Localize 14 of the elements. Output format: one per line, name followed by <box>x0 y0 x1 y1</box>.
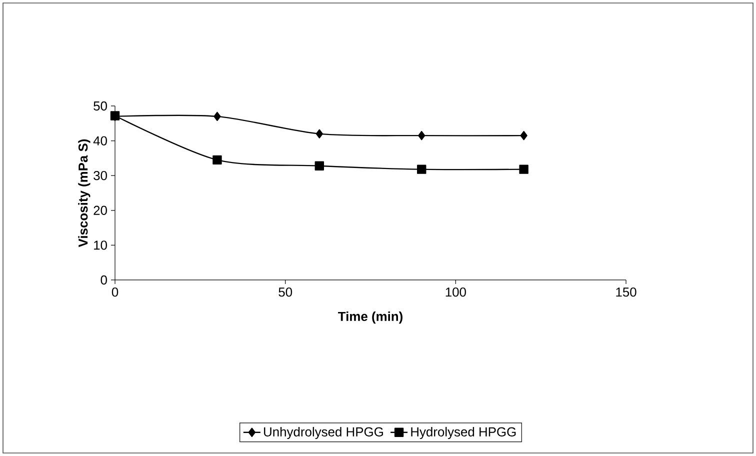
y-tick-label: 0 <box>100 275 107 285</box>
legend-label: Hydrolysed HPGG <box>411 426 516 440</box>
x-tick-label: 150 <box>616 288 636 297</box>
x-tick-label: 100 <box>446 288 466 297</box>
x-tick-label: 50 <box>278 288 292 297</box>
y-tick-label: 10 <box>94 240 107 250</box>
legend-label: Unhydrolysed HPGG <box>264 426 383 440</box>
y-tick-label: 30 <box>94 171 107 180</box>
x-tick-label: 0 <box>112 288 118 297</box>
y-axis-title: Viscosity (mPa S) <box>78 139 90 248</box>
y-tick-label: 20 <box>94 206 107 215</box>
x-axis-title: Time (min) <box>338 312 402 324</box>
y-tick-label: 50 <box>94 101 107 111</box>
y-tick-label: 40 <box>93 136 107 146</box>
